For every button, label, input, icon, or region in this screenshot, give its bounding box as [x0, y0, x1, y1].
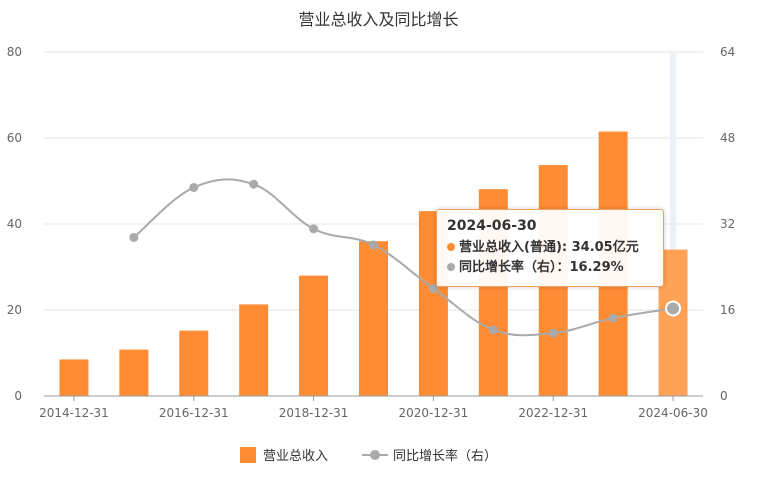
- x-tick-label: 2014-12-31: [39, 406, 109, 420]
- y-right-tick-label: 0: [720, 389, 728, 403]
- y-right-tick-label: 48: [720, 131, 735, 145]
- revenue-bar: [359, 241, 388, 396]
- y-left-tick-label: 40: [7, 217, 22, 231]
- tooltip-growth-text: 同比增长率（右）：16.29%: [459, 260, 624, 275]
- revenue-bar: [299, 275, 329, 396]
- tooltip-revenue-dot: [447, 242, 455, 251]
- legend-bar-label: 营业总收入: [263, 449, 328, 464]
- y-right-tick-label: 64: [720, 45, 735, 59]
- legend-bar-swatch: [240, 447, 256, 463]
- chart-title: 营业总收入及同比增长: [298, 10, 459, 29]
- legend: 营业总收入 同比增长率（右）: [240, 447, 497, 464]
- revenue-bar: [119, 349, 149, 396]
- y-left-tick-label: 60: [7, 131, 22, 145]
- y-left-tick-label: 20: [7, 303, 22, 317]
- axes: 0 0 20 16 40 32 60 48 80 64 2014-12-31 2016-12-31 20…: [7, 45, 736, 420]
- x-tick-label: 2022-12-31: [518, 406, 588, 420]
- growth-point: [189, 182, 199, 192]
- legend-line-marker: [370, 450, 380, 460]
- y-right-tick-label: 16: [720, 303, 735, 317]
- growth-point: [428, 284, 438, 293]
- growth-point: [548, 328, 558, 338]
- chart-tooltip: 2024-06-30 营业总收入(普通): 34.05亿元 同比增长率（右）：1…: [436, 209, 664, 287]
- growth-point: [608, 313, 618, 323]
- tooltip-revenue-text: 营业总收入(普通): 34.05亿元: [459, 240, 639, 255]
- legend-line-label: 同比增长率（右）: [393, 448, 497, 464]
- growth-point: [369, 240, 378, 250]
- x-tick-label: 2024-06-30: [638, 406, 708, 420]
- x-tick-label: 2018-12-31: [279, 406, 349, 420]
- y-left-tick-label: 80: [7, 45, 22, 59]
- growth-point: [309, 224, 319, 234]
- tooltip-revenue-row: 营业总收入(普通): 34.05亿元: [447, 238, 653, 258]
- growth-line-path: [133, 178, 674, 337]
- x-tick-label: 2020-12-31: [399, 406, 469, 420]
- revenue-bar: [239, 304, 269, 396]
- tooltip-growth-row: 同比增长率（右）：16.29%: [447, 258, 653, 278]
- growth-point: [249, 179, 259, 189]
- growth-point-active: [665, 300, 682, 317]
- tooltip-date: 2024-06-30: [447, 218, 537, 234]
- x-tick-label: 2016-12-31: [159, 406, 229, 420]
- growth-point: [129, 232, 139, 242]
- revenue-bar: [179, 330, 209, 396]
- growth-line: [129, 178, 682, 338]
- revenue-bar: [59, 359, 89, 396]
- tooltip-growth-dot: [447, 262, 455, 271]
- growth-point: [488, 325, 498, 335]
- y-left-tick-label: 0: [14, 389, 22, 403]
- y-right-tick-label: 32: [720, 217, 735, 231]
